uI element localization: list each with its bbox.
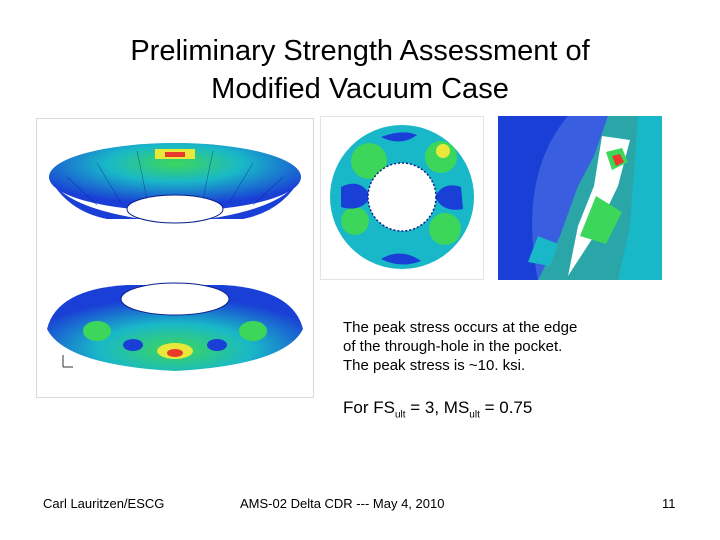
- title-line-2: Modified Vacuum Case: [211, 73, 509, 105]
- fea-dish-views-image: [36, 118, 314, 398]
- fea-pocket-closeup-image: [498, 116, 662, 280]
- fs-middle: = 3, MS: [405, 398, 470, 417]
- body-line-2: of the through-hole in the pocket.: [343, 338, 563, 355]
- fea-pocket-svg: [498, 116, 662, 280]
- fea-ring-svg: [330, 125, 474, 269]
- factor-of-safety-line: For FSult = 3, MSult = 0.75: [343, 398, 532, 420]
- fea-dish-svg: [47, 143, 303, 371]
- fea-ring-image: [320, 116, 484, 280]
- title-line-1: Preliminary Strength Assessment of: [130, 35, 590, 67]
- slide-title: Preliminary Strength Assessment of Modif…: [60, 32, 660, 108]
- ms-subscript: ult: [469, 409, 480, 421]
- footer-event: AMS-02 Delta CDR --- May 4, 2010: [240, 496, 445, 511]
- lower-dish: [47, 282, 303, 371]
- fs-prefix: For FS: [343, 398, 395, 417]
- footer-author: Carl Lauritzen/ESCG: [43, 496, 165, 511]
- body-line-1: The peak stress occurs at the edge: [343, 319, 578, 336]
- page-number: 11: [662, 496, 676, 511]
- fs-suffix: = 0.75: [479, 398, 533, 417]
- stress-description: The peak stress occurs at the edge of th…: [343, 318, 663, 375]
- axis-triad-icon: [62, 355, 73, 368]
- upper-dish: [49, 143, 301, 224]
- fs-subscript: ult: [394, 409, 406, 421]
- body-line-3: The peak stress is ~10. ksi.: [343, 357, 526, 374]
